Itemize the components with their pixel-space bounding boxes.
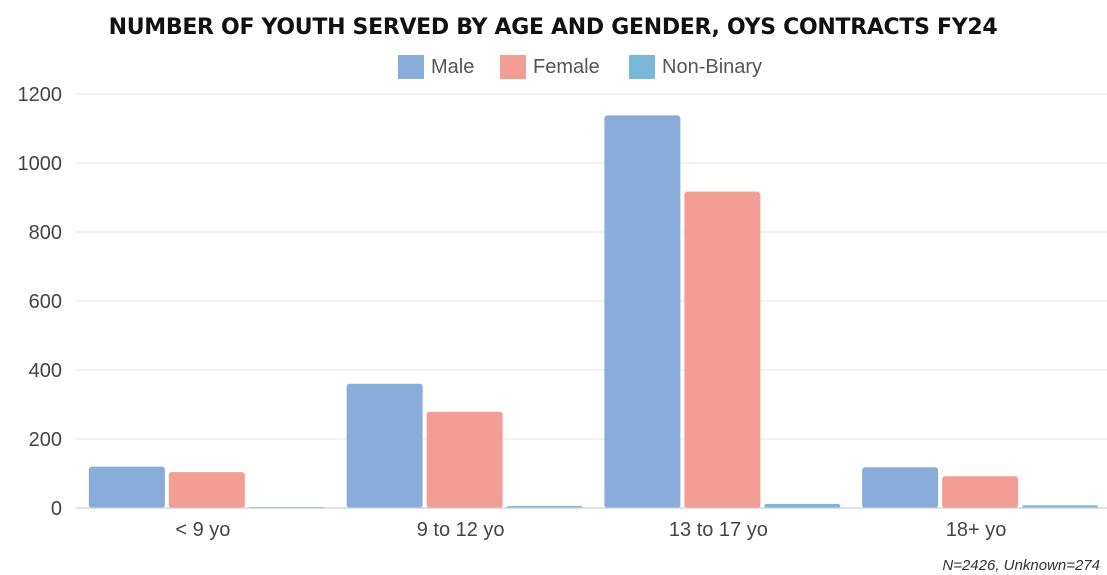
- x-tick-label-2: 9 to 12 yo: [417, 519, 505, 541]
- bar-female-2: [426, 411, 503, 508]
- y-tick-label-800: 800: [29, 222, 62, 244]
- bar-female-1: [168, 472, 245, 508]
- bar-male-2: [346, 383, 423, 508]
- legend-label-3: Non-Binary: [662, 56, 762, 78]
- bar-female-4: [942, 476, 1019, 508]
- x-tick-label-4: 18+ yo: [946, 519, 1007, 541]
- legend-swatch-3: [629, 55, 655, 79]
- y-tick-label-1200: 1200: [18, 84, 63, 106]
- y-tick-label-1000: 1000: [18, 153, 63, 175]
- bar-male-1: [88, 466, 165, 508]
- y-tick-label-200: 200: [29, 429, 62, 451]
- gridlines: [76, 93, 1107, 440]
- x-tick-label-1: < 9 yo: [175, 519, 230, 541]
- legend-swatch-1: [398, 55, 424, 79]
- x-axis-labels: < 9 yo 9 to 12 yo 13 to 17 yo 18+ yo: [175, 519, 1006, 541]
- bar-non-binary-4: [1022, 505, 1099, 508]
- legend: Male Female Non-Binary: [398, 55, 762, 79]
- bar-female-3: [684, 191, 761, 508]
- bar-male-4: [862, 467, 939, 508]
- footnote: N=2426, Unknown=274: [942, 557, 1100, 574]
- y-tick-label-0: 0: [51, 498, 62, 520]
- x-tick-label-3: 13 to 17 yo: [669, 519, 768, 541]
- bar-male-3: [604, 115, 681, 508]
- legend-swatch-2: [500, 55, 526, 79]
- legend-label-1: Male: [431, 56, 474, 78]
- y-tick-label-600: 600: [29, 291, 62, 313]
- bars: [88, 115, 1099, 508]
- legend-label-2: Female: [533, 56, 600, 78]
- bar-non-binary-3: [764, 503, 841, 508]
- y-tick-label-400: 400: [29, 360, 62, 382]
- chart-title: NUMBER OF YOUTH SERVED BY AGE AND GENDER…: [109, 15, 998, 40]
- y-axis-ticks: 0 200 400 600 800 1000 1200: [18, 84, 63, 520]
